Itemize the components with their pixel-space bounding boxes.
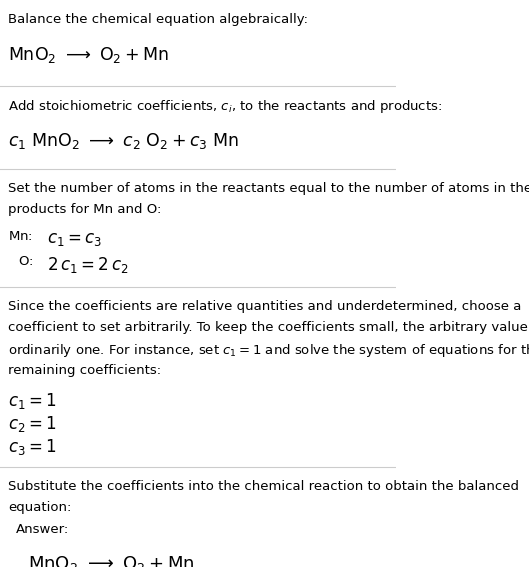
Text: remaining coefficients:: remaining coefficients: — [8, 363, 161, 376]
Text: Substitute the coefficients into the chemical reaction to obtain the balanced: Substitute the coefficients into the che… — [8, 480, 519, 493]
Text: equation:: equation: — [8, 501, 71, 514]
Text: $c_1 = c_3$: $c_1 = c_3$ — [48, 230, 103, 248]
Text: coefficient to set arbitrarily. To keep the coefficients small, the arbitrary va: coefficient to set arbitrarily. To keep … — [8, 321, 529, 334]
Text: $c_1 = 1$: $c_1 = 1$ — [8, 391, 57, 411]
Text: $c_3 = 1$: $c_3 = 1$ — [8, 437, 57, 456]
Text: $\mathrm{MnO_2}\ \longrightarrow\ \mathrm{O_2} + \mathrm{Mn}$: $\mathrm{MnO_2}\ \longrightarrow\ \mathr… — [8, 45, 169, 65]
Text: $\mathrm{MnO_2}\ \longrightarrow\ \mathrm{O_2} + \mathrm{Mn}$: $\mathrm{MnO_2}\ \longrightarrow\ \mathr… — [28, 553, 194, 567]
Text: Set the number of atoms in the reactants equal to the number of atoms in the: Set the number of atoms in the reactants… — [8, 181, 529, 194]
Text: $c_2 = 1$: $c_2 = 1$ — [8, 414, 57, 434]
Text: Answer:: Answer: — [16, 523, 69, 536]
Text: Add stoichiometric coefficients, $c_i$, to the reactants and products:: Add stoichiometric coefficients, $c_i$, … — [8, 98, 442, 115]
Text: ordinarily one. For instance, set $c_1 = 1$ and solve the system of equations fo: ordinarily one. For instance, set $c_1 =… — [8, 342, 529, 359]
Text: Since the coefficients are relative quantities and underdetermined, choose a: Since the coefficients are relative quan… — [8, 300, 521, 313]
Text: Balance the chemical equation algebraically:: Balance the chemical equation algebraica… — [8, 12, 308, 26]
Text: $c_1\ \mathrm{MnO_2}\ \longrightarrow\ c_2\ \mathrm{O_2} + c_3\ \mathrm{Mn}$: $c_1\ \mathrm{MnO_2}\ \longrightarrow\ c… — [8, 131, 239, 151]
Text: $2\,c_1 = 2\,c_2$: $2\,c_1 = 2\,c_2$ — [48, 255, 129, 274]
FancyBboxPatch shape — [4, 506, 150, 567]
Text: products for Mn and O:: products for Mn and O: — [8, 202, 161, 215]
Text: $\mathrm{O}\colon$: $\mathrm{O}\colon$ — [18, 255, 33, 268]
Text: $\mathrm{Mn}\colon$: $\mathrm{Mn}\colon$ — [8, 230, 33, 243]
